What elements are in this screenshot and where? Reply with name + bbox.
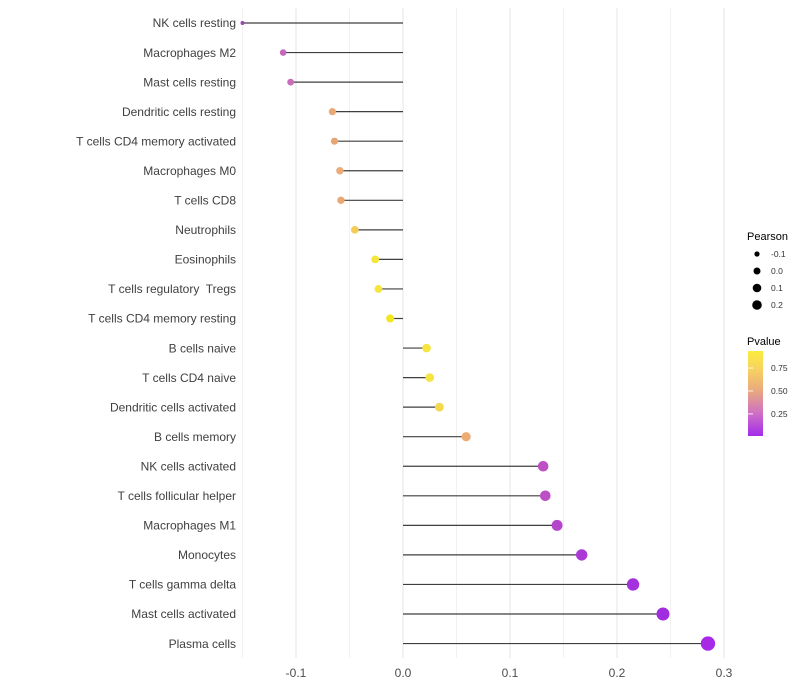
x-axis-tick-label: 0.3: [716, 666, 733, 680]
y-axis-label: NK cells activated: [141, 459, 236, 473]
x-axis-tick-label: 0.0: [395, 666, 412, 680]
color-legend-tick-mark: [748, 413, 753, 415]
color-legend-tick-mark: [748, 367, 753, 369]
lollipop-point: [575, 549, 588, 561]
lollipop-point: [371, 255, 380, 264]
y-axis-label: Dendritic cells resting: [122, 105, 236, 119]
color-legend-tick-mark: [748, 390, 753, 392]
x-axis-tick-label: -0.1: [286, 666, 307, 680]
size-legend-label: 0.2: [771, 300, 783, 310]
lollipop-point: [434, 402, 444, 412]
x-axis-tick-label: 0.2: [609, 666, 626, 680]
lollipop-point: [700, 636, 716, 651]
y-axis-label: Plasma cells: [169, 637, 236, 651]
lollipop-point: [287, 78, 295, 86]
lollipop-point: [461, 432, 471, 442]
y-axis-label: T cells CD4 memory activated: [76, 134, 236, 148]
lollipop-point: [656, 607, 670, 621]
y-axis-label: Macrophages M0: [143, 164, 236, 178]
y-axis-label: Mast cells activated: [131, 607, 236, 621]
size-legend-label: -0.1: [771, 249, 786, 259]
color-legend-tick-label: 0.25: [771, 409, 788, 419]
size-legend-title: Pearson: [747, 231, 788, 243]
color-legend-tick-label: 0.75: [771, 363, 788, 373]
y-axis-label: T cells follicular helper: [118, 489, 237, 503]
color-legend-gradient-bar: [748, 351, 763, 436]
lollipop-point: [626, 578, 640, 591]
size-legend-dot: [752, 283, 762, 293]
lollipop-point: [374, 285, 383, 293]
size-legend-label: 0.0: [771, 266, 783, 276]
y-axis-label: Macrophages M1: [143, 519, 236, 533]
lollipop-point: [425, 373, 435, 382]
y-axis-label: T cells CD4 memory resting: [88, 312, 236, 326]
size-legend-label: 0.1: [771, 283, 783, 293]
lollipop-point: [551, 519, 563, 531]
y-axis-label: T cells CD8: [174, 194, 236, 208]
color-legend-tick-label: 0.50: [771, 386, 788, 396]
y-axis-label: B cells memory: [154, 430, 236, 444]
lollipop-point: [336, 167, 344, 175]
lollipop-point: [279, 49, 287, 56]
y-axis-label: Neutrophils: [175, 223, 236, 237]
x-axis-tick-label: 0.1: [502, 666, 519, 680]
y-axis-label: Mast cells resting: [143, 75, 236, 89]
lollipop-point: [351, 226, 359, 234]
y-axis-label: Macrophages M2: [143, 46, 236, 60]
y-axis-label: Dendritic cells activated: [110, 400, 236, 414]
lollipop-point: [386, 314, 395, 323]
y-axis-label: B cells naive: [169, 341, 237, 355]
lollipop-point: [240, 21, 245, 25]
y-axis-label: T cells CD4 naive: [142, 371, 236, 385]
color-legend-title: Pvalue: [747, 336, 781, 348]
y-axis-label: NK cells resting: [153, 16, 236, 30]
size-legend-dot: [754, 251, 760, 257]
lollipop-point: [337, 196, 345, 204]
y-axis-label: T cells regulatory Tregs: [108, 282, 236, 296]
size-legend-dot: [753, 267, 761, 275]
lollipop-point: [540, 490, 551, 502]
size-legend-dot: [752, 300, 762, 310]
lollipop-point: [328, 108, 336, 116]
y-axis-label: Monocytes: [178, 548, 236, 562]
lollipop-point: [537, 460, 549, 472]
lollipop-point: [422, 343, 431, 353]
y-axis-label: Eosinophils: [175, 253, 236, 267]
lollipop-point: [330, 137, 339, 145]
y-axis-label: T cells gamma delta: [129, 578, 236, 592]
